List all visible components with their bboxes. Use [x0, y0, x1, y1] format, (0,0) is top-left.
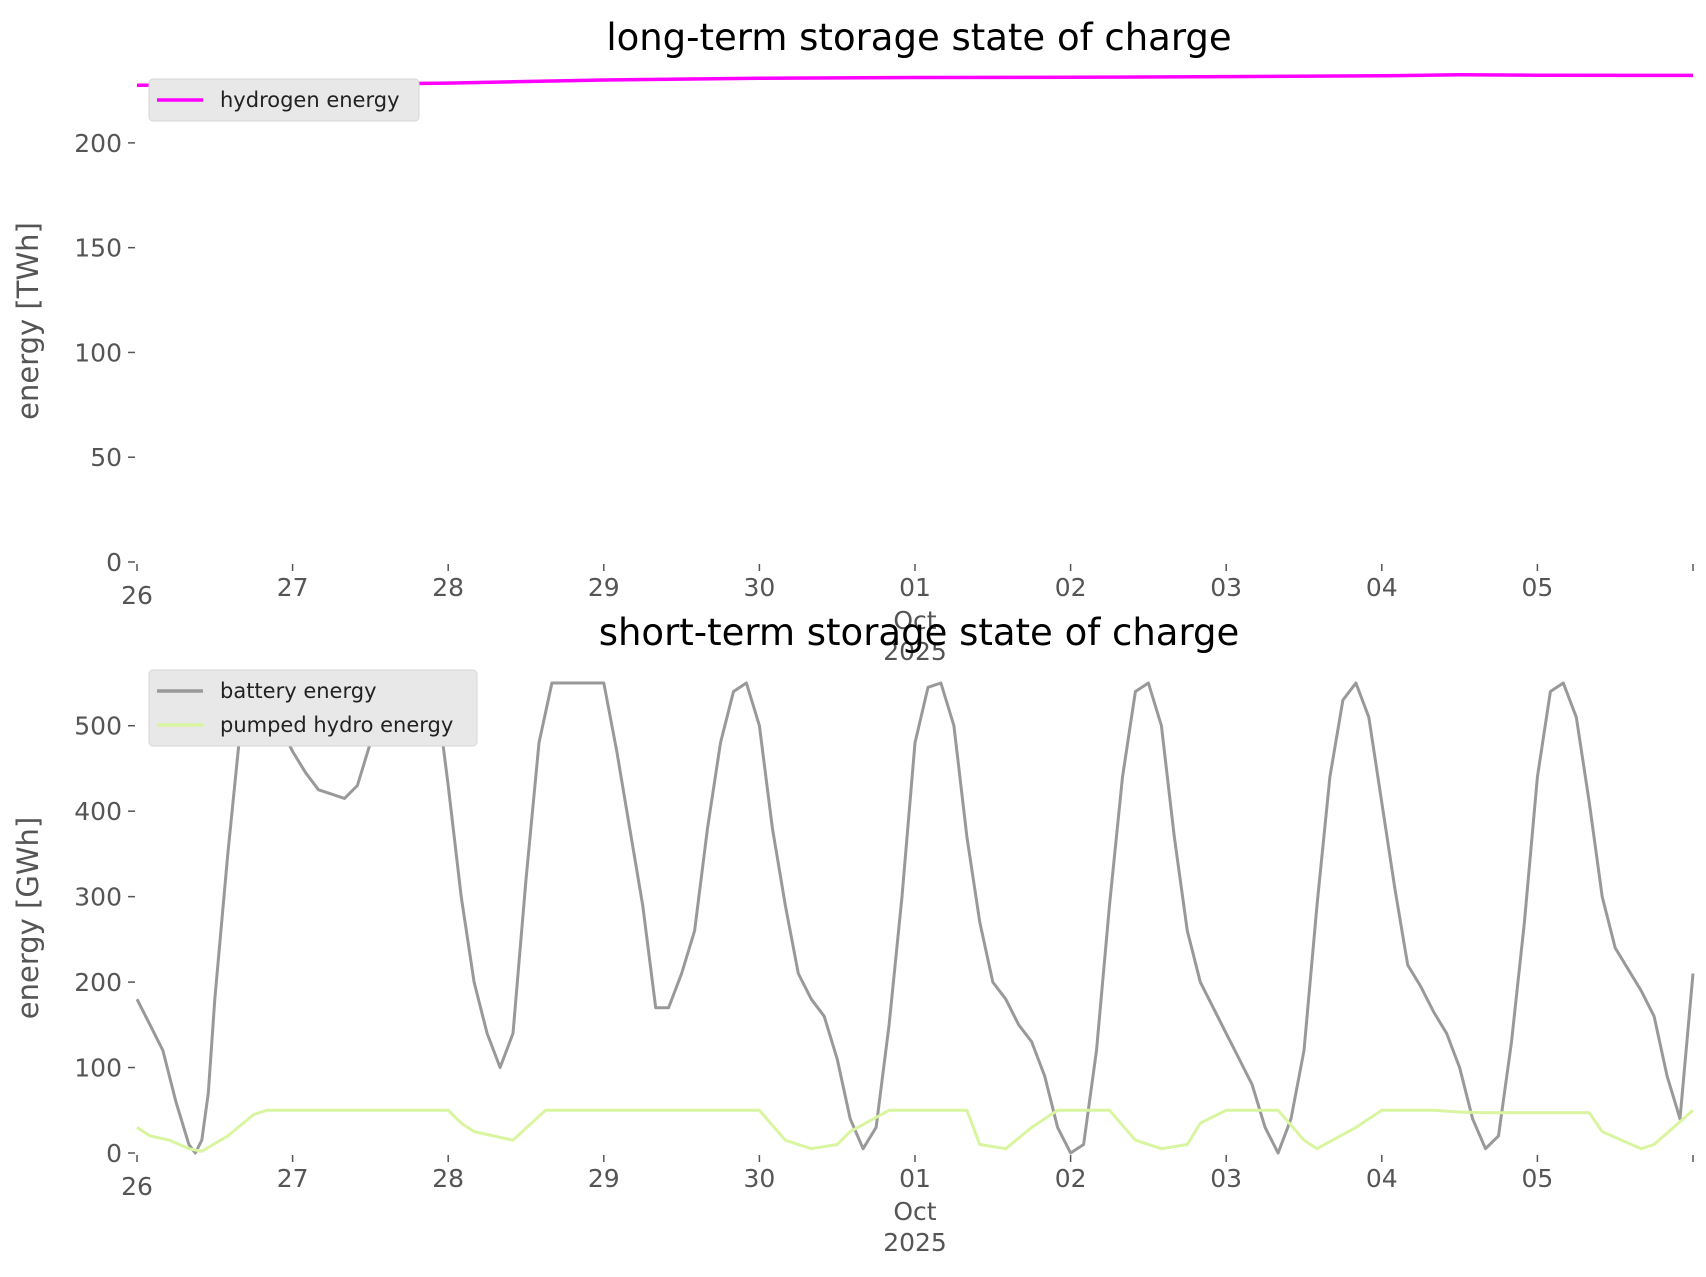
- x-tick-label: 04: [1366, 573, 1398, 602]
- x-tick-label: 26: [121, 1172, 153, 1201]
- series-line-battery-energy: [135, 681, 1695, 1155]
- y-tick-label: 200: [74, 968, 122, 997]
- legend-entry-label: hydrogen energy: [220, 88, 400, 112]
- legend-entry-label: pumped hydro energy: [220, 713, 453, 737]
- chart-title: short-term storage state of charge: [599, 611, 1240, 654]
- x-tick-label: 05: [1521, 573, 1553, 602]
- y-tick-label: 300: [74, 883, 122, 912]
- x-tick-label: 03: [1210, 1164, 1242, 1193]
- x-tick-label: 03: [1210, 573, 1242, 602]
- x-month-label: Oct: [893, 606, 936, 635]
- legend-box: [148, 669, 478, 747]
- x-month-label: Oct: [893, 1197, 936, 1226]
- series-line-pumped-hydro-energy: [136, 1108, 1694, 1153]
- x-tick-label: 27: [277, 1164, 309, 1193]
- x-tick-label: 29: [588, 573, 620, 602]
- y-tick-label: 100: [74, 1054, 122, 1083]
- y-tick-label: 150: [74, 234, 122, 263]
- y-tick-label: 400: [74, 797, 122, 826]
- x-tick-label: 02: [1055, 1164, 1087, 1193]
- chart-title: long-term storage state of charge: [606, 16, 1231, 59]
- x-year-label: 2025: [883, 637, 947, 666]
- legend: battery energy pumped hydro energy: [148, 669, 478, 747]
- y-tick-label: 0: [106, 1139, 122, 1168]
- y-tick-label: 500: [74, 712, 122, 741]
- x-tick-label: 27: [277, 573, 309, 602]
- x-tick-label: 30: [743, 1164, 775, 1193]
- chart-bottom: short-term storage state of charge energy…: [11, 611, 1695, 1257]
- x-tick-label: 04: [1366, 1164, 1398, 1193]
- y-tick-label: 0: [106, 548, 122, 577]
- legend-entry-label: battery energy: [220, 679, 377, 703]
- x-tick-label: 28: [432, 573, 464, 602]
- x-year-label: 2025: [883, 1228, 947, 1257]
- x-tick-label: 28: [432, 1164, 464, 1193]
- y-tick-label: 200: [74, 129, 122, 158]
- y-tick-label: 50: [90, 443, 122, 472]
- x-tick-label: 30: [743, 573, 775, 602]
- chart-top: long-term storage state of charge energy …: [11, 16, 1694, 666]
- x-tick-label: 01: [899, 573, 931, 602]
- x-tick-label: 26: [121, 581, 153, 610]
- series-line-hydrogen-energy: [136, 73, 1694, 87]
- y-tick-label: 100: [74, 338, 122, 367]
- x-tick-label: 29: [588, 1164, 620, 1193]
- x-tick-label: 02: [1055, 573, 1087, 602]
- x-tick-label: 05: [1521, 1164, 1553, 1193]
- x-tick-label: 01: [899, 1164, 931, 1193]
- y-axis-label: energy [GWh]: [11, 817, 45, 1019]
- legend-box: [148, 78, 420, 122]
- y-axis-label: energy [TWh]: [11, 222, 45, 420]
- legend: hydrogen energy: [148, 78, 420, 122]
